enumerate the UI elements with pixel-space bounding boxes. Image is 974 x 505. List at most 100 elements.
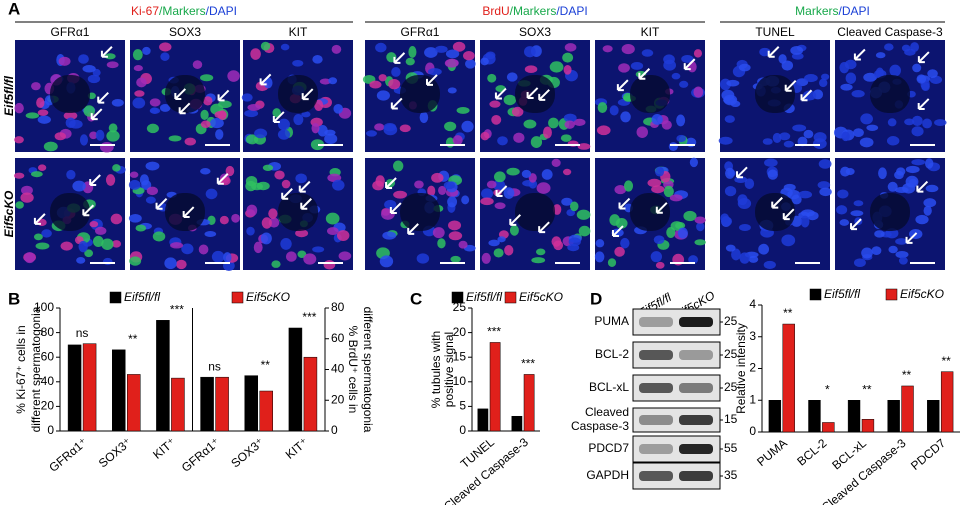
y2-tick-label: 20: [331, 392, 345, 406]
significance: ***: [302, 310, 316, 324]
lumen: [630, 193, 670, 231]
header-part: Ki-67: [131, 4, 159, 18]
nucleus: [921, 82, 930, 92]
nucleus: [853, 258, 866, 267]
arrow: [272, 111, 285, 123]
y2-tick-label: 80: [331, 300, 345, 314]
x-tick-label: GFRα1⁺: [179, 435, 223, 475]
bar: [288, 327, 303, 432]
significance: *: [825, 382, 830, 396]
nucleus: [915, 214, 929, 225]
arrow: [509, 214, 522, 226]
nucleus: [927, 69, 938, 79]
nucleus: [845, 72, 857, 84]
arrow: [683, 58, 696, 71]
significance: ***: [170, 302, 184, 316]
nucleus: [859, 137, 874, 148]
nucleus: [338, 251, 352, 261]
nucleus: [450, 255, 461, 263]
lumen: [50, 193, 90, 231]
nucleus: [560, 134, 572, 142]
lumen: [870, 193, 910, 231]
nucleus: [767, 169, 778, 180]
arrow: [393, 52, 406, 64]
nucleus: [333, 103, 343, 114]
nucleus: [895, 238, 908, 245]
nucleus: [562, 52, 574, 63]
x-tick-label: SOX3⁺: [228, 435, 266, 470]
nucleus: [763, 260, 776, 269]
nucleus: [15, 201, 24, 209]
group-header: BrdU/Markers/DAPI: [482, 4, 587, 18]
nucleus: [145, 196, 156, 204]
protein-line: Cleaved: [585, 405, 629, 419]
nucleus: [444, 121, 457, 132]
nucleus: [63, 111, 78, 120]
bar: [768, 400, 782, 433]
nucleus: [141, 180, 152, 191]
arrow: [494, 87, 507, 100]
arrow: [800, 89, 813, 102]
nucleus: [25, 112, 40, 119]
arrow: [538, 89, 550, 101]
nucleus: [573, 118, 586, 126]
nucleus: [391, 66, 401, 77]
nucleus: [175, 259, 187, 270]
nucleus: [818, 159, 832, 169]
y-tick-label: 2: [749, 361, 756, 375]
nucleus: [620, 111, 631, 123]
nucleus: [111, 98, 124, 107]
nucleus: [200, 109, 209, 121]
arrow: [407, 223, 419, 235]
nucleus: [481, 252, 491, 264]
nucleus: [392, 160, 404, 172]
header-part: /DAPI: [556, 4, 587, 18]
lumen: [400, 193, 440, 231]
nucleus: [894, 170, 904, 180]
nucleus: [819, 187, 832, 197]
nucleus: [781, 234, 796, 247]
nucleus: [66, 169, 76, 180]
x-tick-label: PDCD7: [908, 436, 948, 473]
nucleus: [871, 246, 882, 255]
nucleus: [231, 213, 240, 223]
nucleus: [132, 97, 146, 109]
lumen: [515, 193, 555, 231]
arrow: [298, 180, 311, 193]
nucleus: [78, 54, 89, 64]
nucleus: [904, 118, 915, 126]
arrow: [526, 87, 539, 99]
y-axis-title: Relative intensity: [734, 323, 748, 414]
nucleus: [779, 132, 791, 141]
nucleus: [146, 123, 159, 134]
nucleus: [497, 136, 508, 146]
arrow: [495, 185, 508, 197]
nucleus: [170, 242, 184, 249]
band: [679, 471, 713, 481]
band: [639, 383, 673, 393]
nucleus: [744, 178, 755, 190]
nucleus: [725, 244, 736, 252]
arrow: [97, 91, 109, 104]
nucleus: [683, 210, 697, 222]
nucleus: [443, 181, 456, 190]
y2-tick-label: 60: [331, 331, 345, 345]
nucleus: [663, 54, 675, 65]
band: [639, 471, 673, 481]
band: [639, 415, 673, 425]
nucleus: [923, 198, 937, 208]
bar: [489, 342, 501, 432]
arrow: [82, 204, 95, 217]
nucleus: [104, 53, 116, 60]
column-label: SOX3: [519, 25, 551, 39]
lumen: [165, 193, 205, 231]
nucleus: [609, 105, 619, 116]
column-label: Cleaved Caspase-3: [837, 25, 943, 39]
arrow: [850, 218, 862, 231]
nucleus: [461, 195, 470, 205]
nucleus: [427, 185, 436, 197]
nucleus: [480, 131, 490, 141]
nucleus: [129, 171, 139, 178]
nucleus: [408, 46, 417, 58]
nucleus: [725, 167, 735, 179]
